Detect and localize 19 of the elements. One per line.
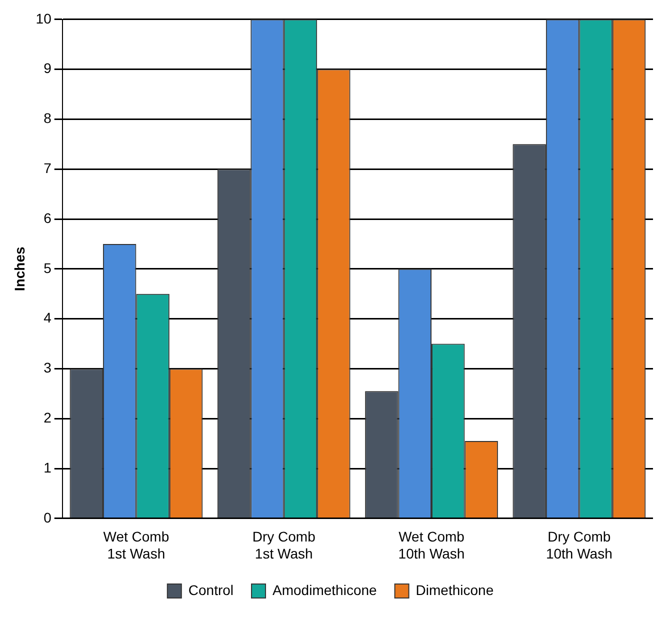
y-tick-label: 5	[44, 260, 52, 276]
y-tick-label: 6	[44, 210, 52, 226]
x-tick-label: Wet Comb 1st Wash	[103, 528, 170, 562]
y-tick-label: 10	[36, 10, 52, 26]
legend-label: Dimethicone	[416, 582, 494, 598]
y-axis-title: Inches	[11, 246, 28, 292]
y-tick-label: 7	[44, 160, 52, 176]
x-tick-label: Dry Comb 1st Wash	[252, 528, 316, 562]
y-tick-label: 4	[44, 310, 52, 326]
y-tick-label: 9	[44, 60, 52, 76]
y-tick-label: 0	[44, 509, 52, 526]
x-tick-label: Wet Comb 10th Wash	[398, 528, 465, 562]
legend-label: Amodimethicone	[272, 582, 378, 598]
x-tick-label: Dry Comb 10th Wash	[546, 528, 612, 562]
y-tick-label: 1	[44, 459, 52, 476]
legend-label: Control	[188, 582, 234, 598]
y-tick-label: 8	[44, 110, 52, 126]
y-tick-label: 3	[44, 360, 52, 376]
y-tick-label: 2	[44, 409, 52, 426]
